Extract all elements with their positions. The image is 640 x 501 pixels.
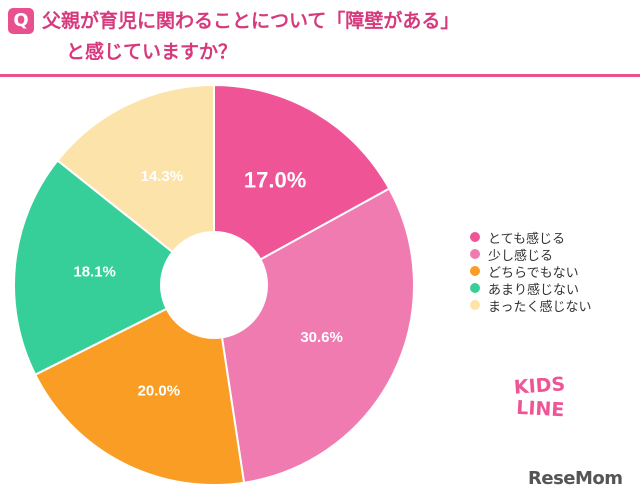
slice-label-neutral: 20.0%	[138, 383, 181, 400]
slice-neutral	[33, 283, 246, 486]
legend-swatch	[470, 266, 480, 276]
legend-item-slightly: 少し感じる	[470, 246, 591, 264]
kids-logo-bottom: LINE	[516, 397, 565, 421]
legend-label: とても感じる	[488, 231, 565, 247]
legend-label: まったく感じない	[488, 299, 592, 315]
title-line-1: 父親が育児に関わることについて「障壁がある」	[42, 10, 460, 32]
slice-slightly	[212, 187, 415, 484]
legend-swatch	[470, 232, 480, 242]
legend-item-very: とても感じる	[470, 229, 591, 247]
resemom-logo: ReseMom	[528, 468, 623, 489]
legend-label: どちらでもない	[488, 265, 579, 281]
legend-swatch	[470, 249, 480, 259]
question-badge: Q	[8, 8, 34, 34]
donut-hole	[160, 231, 268, 339]
slice-label-not-at-all: 14.3%	[141, 168, 184, 185]
chart-title: 父親が育児に関わることについて「障壁がある」 と感じていますか？	[42, 6, 632, 68]
title-line-2: と感じていますか？	[66, 41, 238, 63]
kids-logo-top: KIDS	[513, 373, 566, 399]
kids-line-logo: KIDS LINE	[513, 373, 566, 421]
slice-not-much	[13, 159, 216, 377]
slice-very	[213, 83, 391, 287]
slice-label-not-much: 18.1%	[73, 264, 116, 281]
legend-swatch	[470, 283, 480, 293]
slice-label-slightly: 30.6%	[300, 329, 343, 346]
chart-legend: とても感じる 少し感じる どちらでもない あまり感じない まったく感じない	[470, 229, 592, 315]
slice-label-very: 17.0%	[244, 168, 306, 193]
legend-item-neutral: どちらでもない	[470, 263, 591, 281]
legend-item-not-much: あまり感じない	[470, 280, 591, 298]
legend-label: あまり感じない	[488, 282, 580, 298]
legend-swatch	[470, 300, 480, 310]
legend-item-not-at-all: まったく感じない	[470, 297, 592, 315]
legend-label: 少し感じる	[488, 248, 554, 264]
title-underline	[0, 74, 640, 77]
slice-not-at-all	[56, 83, 215, 288]
